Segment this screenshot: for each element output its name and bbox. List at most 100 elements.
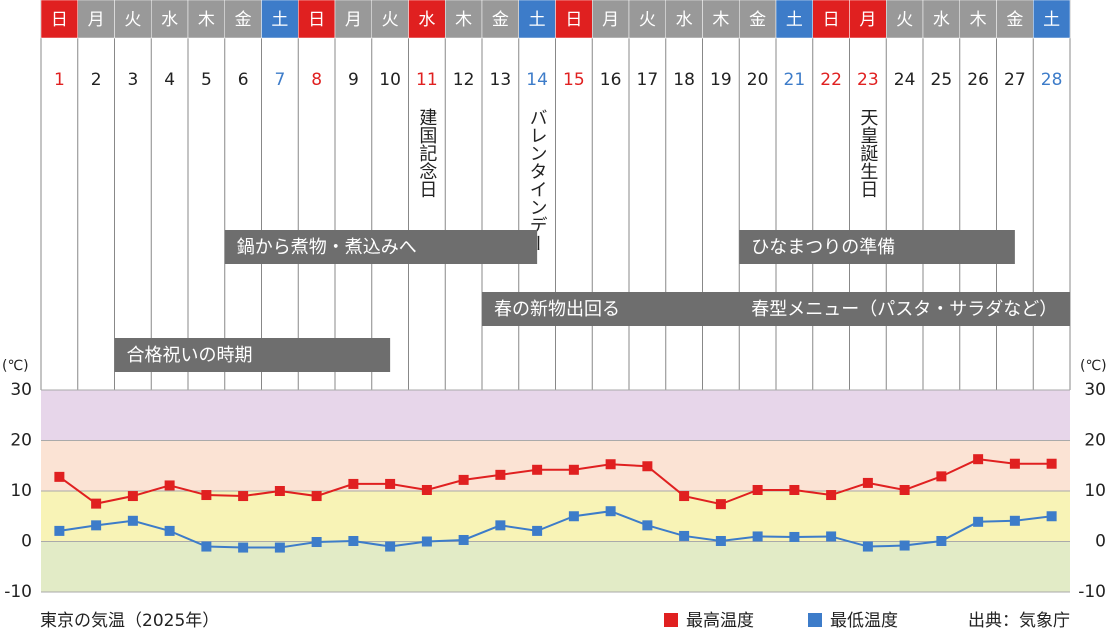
point-marker — [201, 490, 212, 501]
period-bar — [114, 338, 391, 372]
date-label: 27 — [1004, 70, 1026, 90]
date-label: 17 — [637, 70, 659, 90]
point-marker — [752, 484, 763, 495]
weekday-cell — [187, 0, 225, 39]
point-marker — [605, 459, 616, 470]
point-marker — [532, 525, 543, 536]
point-marker — [421, 536, 432, 547]
date-label: 21 — [784, 70, 806, 90]
weekday-cell — [445, 0, 483, 39]
y2-tick-label: 20 — [1084, 431, 1106, 451]
vertical-note: 建国記念日 — [416, 108, 437, 198]
date-label: 22 — [820, 70, 842, 90]
point-marker — [495, 520, 506, 531]
point-marker — [568, 464, 579, 475]
date-label: 20 — [747, 70, 769, 90]
point-marker — [164, 525, 175, 536]
weekday-cell — [371, 0, 409, 39]
weekday-label: 月 — [859, 10, 876, 30]
weekday-label: 木 — [712, 10, 729, 30]
weekday-label: 土 — [271, 10, 288, 30]
point-marker — [238, 491, 249, 502]
point-marker — [862, 541, 873, 552]
date-label: 16 — [600, 70, 622, 90]
point-marker — [91, 498, 102, 509]
weekday-label: 火 — [896, 10, 913, 30]
point-marker — [311, 491, 322, 502]
weekday-label: 月 — [345, 10, 362, 30]
weekday-cell — [114, 0, 152, 39]
series-line — [58, 458, 1052, 506]
chart-title: 東京の気温（2025年） — [40, 611, 219, 631]
legend-label: 最低温度 — [830, 611, 898, 631]
date-label: 8 — [311, 70, 322, 90]
point-marker — [127, 491, 138, 502]
background-band — [41, 390, 1070, 441]
y-tick-label: 20 — [10, 431, 32, 451]
date-label: 10 — [379, 70, 401, 90]
period-bar — [224, 230, 538, 264]
weekday-cell — [298, 0, 336, 39]
point-marker — [789, 484, 800, 495]
weekday-label: 木 — [970, 10, 987, 30]
period-label: 春型メニュー（パスタ・サラダなど） — [751, 299, 1057, 320]
date-label: 6 — [238, 70, 249, 90]
weekday-cell — [151, 0, 189, 39]
weekday-label: 金 — [749, 10, 766, 30]
point-marker — [936, 471, 947, 482]
point-marker — [936, 535, 947, 546]
weekday-label: 日 — [51, 10, 68, 30]
weekday-label: 水 — [161, 10, 178, 30]
weekday-cell — [1033, 0, 1071, 39]
weekday-label: 土 — [529, 10, 546, 30]
date-label: 19 — [710, 70, 732, 90]
period-label: 鍋から煮物・煮込みへ — [237, 237, 417, 258]
point-marker — [642, 520, 653, 531]
point-marker — [495, 469, 506, 480]
date-label: 18 — [673, 70, 695, 90]
weekday-cell — [886, 0, 924, 39]
weekday-cell — [812, 0, 850, 39]
point-marker — [899, 540, 910, 551]
date-label: 11 — [416, 70, 438, 90]
legend-swatch — [664, 613, 678, 627]
point-marker — [789, 531, 800, 542]
y-tick-label: -10 — [4, 582, 32, 602]
point-marker — [458, 534, 469, 545]
y2-tick-label: 0 — [1095, 532, 1106, 552]
point-marker — [274, 542, 285, 553]
background-band — [41, 491, 1070, 542]
weekday-cell — [739, 0, 777, 39]
weekday-label: 日 — [565, 10, 582, 30]
weekday-cell — [555, 0, 593, 39]
point-marker — [715, 535, 726, 546]
point-marker — [274, 486, 285, 496]
weekday-cell — [261, 0, 299, 39]
point-marker — [568, 511, 579, 522]
point-marker — [54, 471, 65, 482]
date-label: 1 — [54, 70, 65, 90]
date-label: 25 — [931, 70, 953, 90]
date-label: 26 — [967, 70, 989, 90]
point-marker — [826, 531, 837, 542]
date-label: 24 — [894, 70, 916, 90]
weekday-label: 土 — [786, 10, 803, 30]
point-marker — [642, 461, 653, 472]
point-marker — [421, 484, 432, 495]
point-marker — [348, 535, 359, 546]
weekday-label: 月 — [602, 10, 619, 30]
weekday-label: 水 — [676, 10, 693, 30]
y2-tick-label: -10 — [1078, 582, 1106, 602]
point-marker — [458, 474, 469, 485]
weekday-cell — [849, 0, 887, 39]
weekday-cell — [518, 0, 556, 39]
vertical-note: バレンタインデー — [527, 108, 548, 252]
date-label: 28 — [1041, 70, 1063, 90]
period-label: 合格祝いの時期 — [127, 345, 253, 366]
y2-tick-label: 30 — [1084, 380, 1106, 400]
note-bg — [413, 102, 440, 207]
note-bg — [854, 102, 881, 207]
period-label: ひなまつりの準備 — [751, 237, 895, 258]
weekday-label: 金 — [492, 10, 509, 30]
date-label: 9 — [348, 70, 359, 90]
